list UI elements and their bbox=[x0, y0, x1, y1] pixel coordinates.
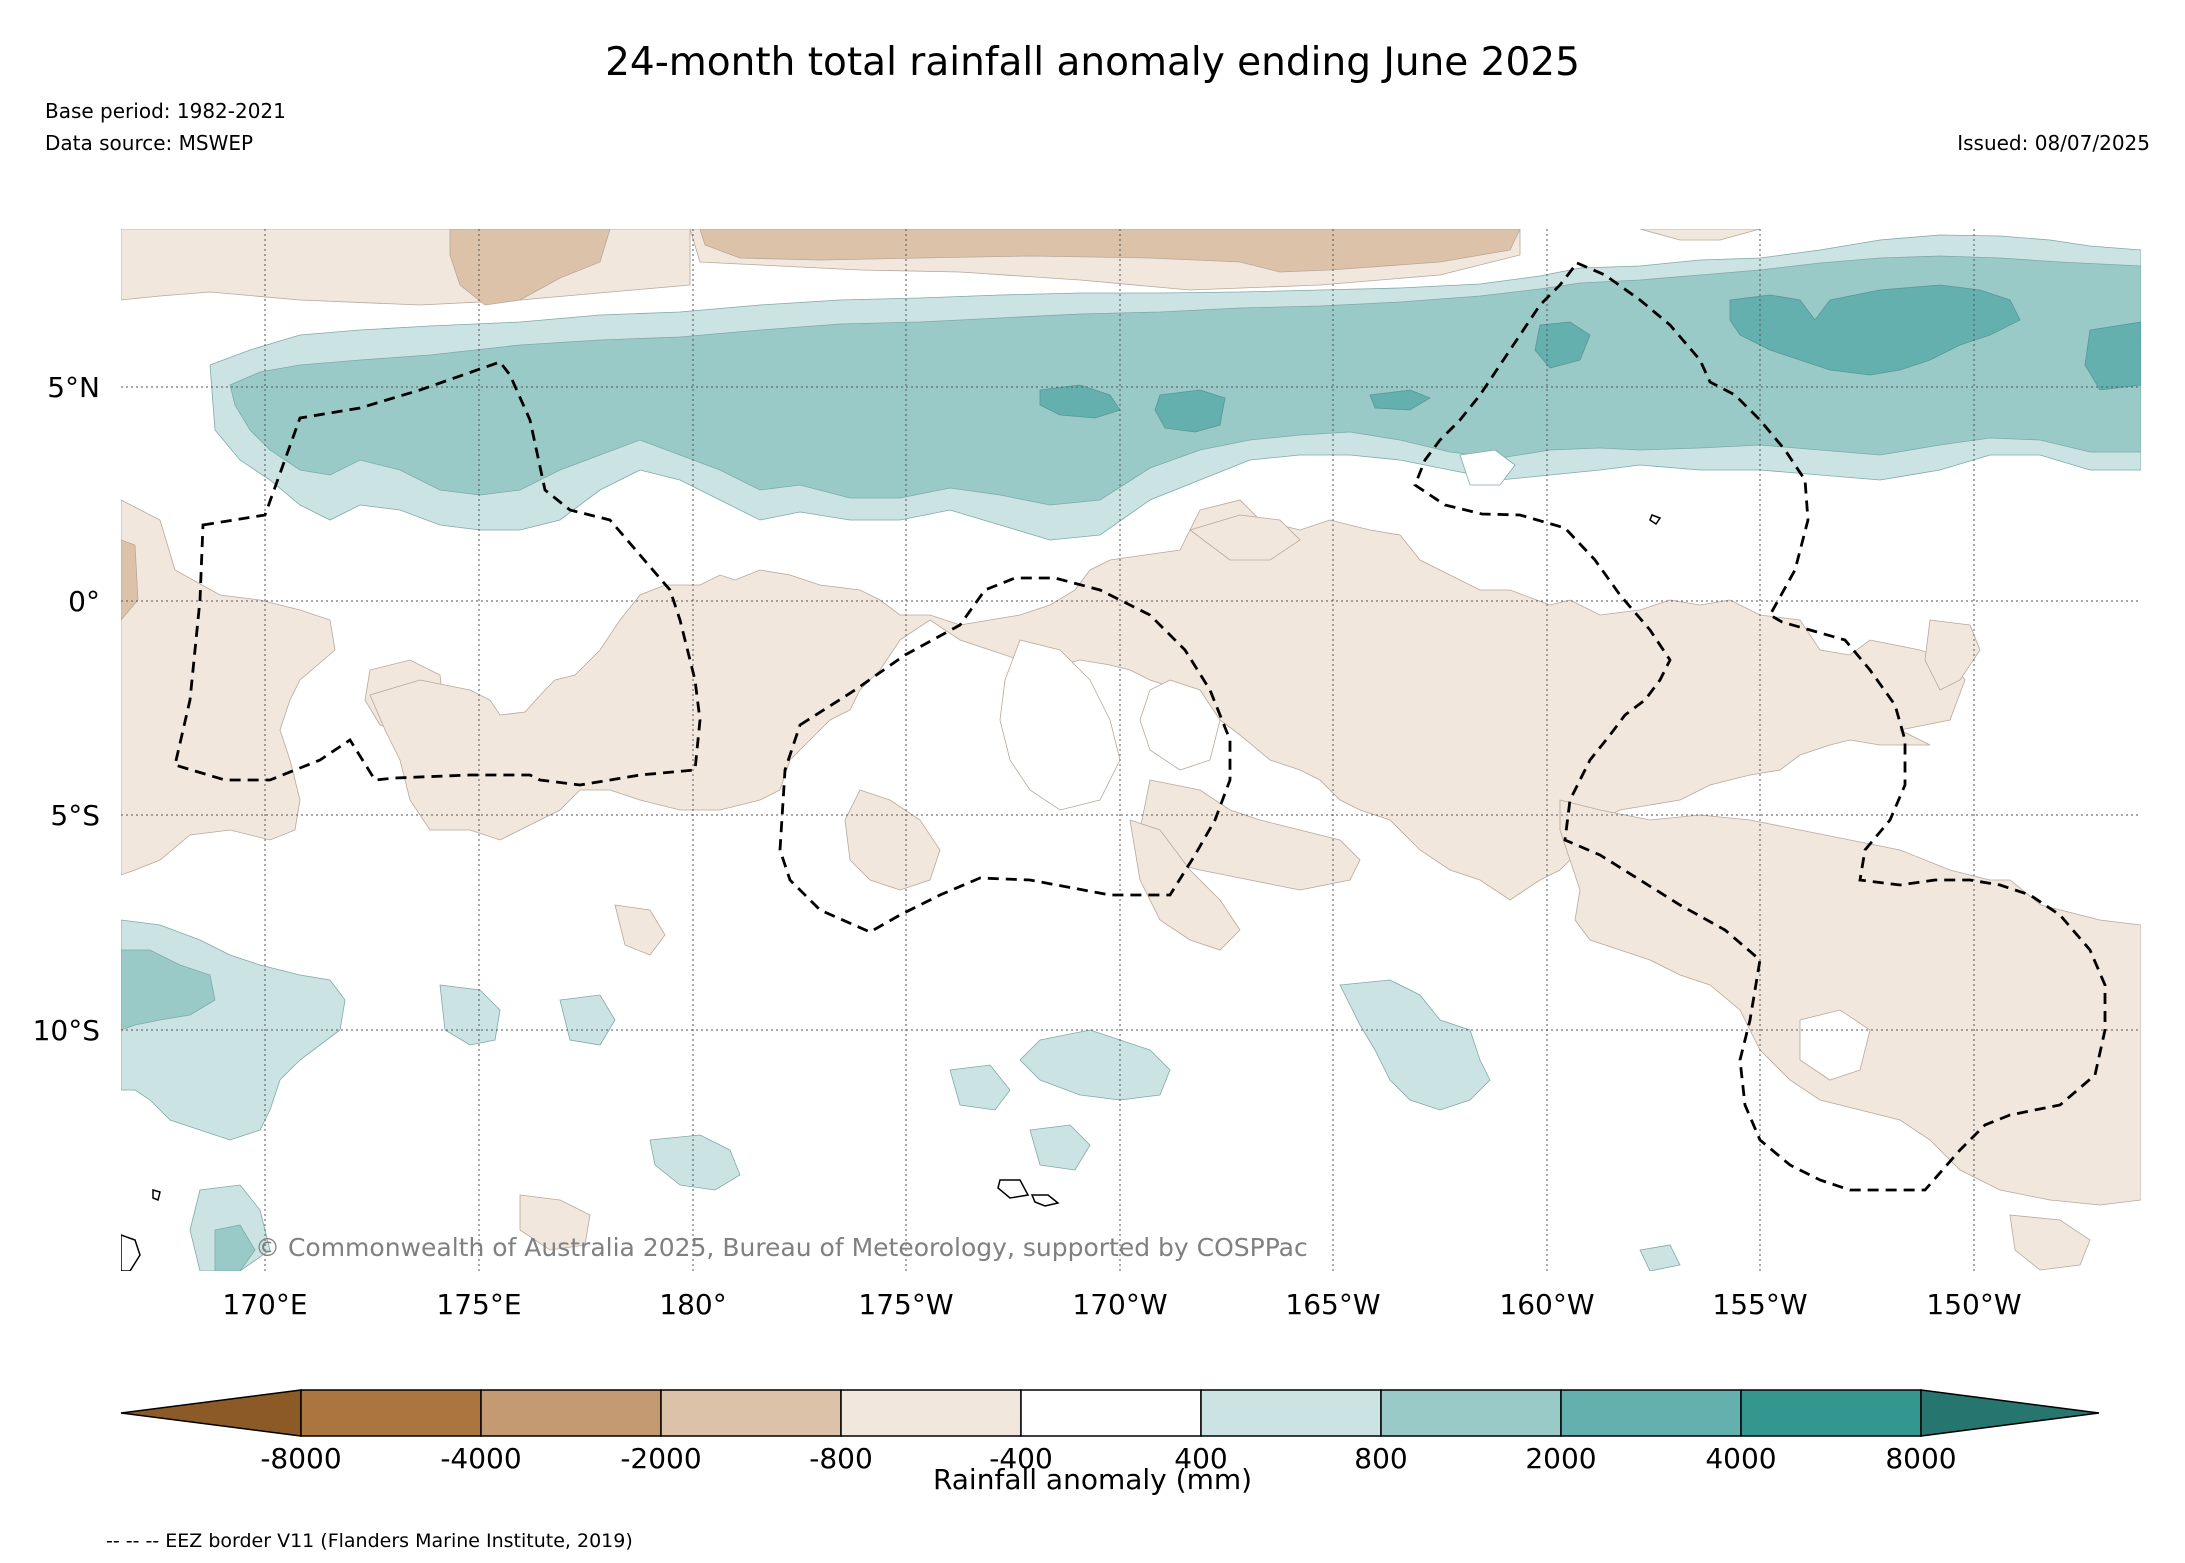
latitude-labels: 5°N 0° 5°S 10°S bbox=[33, 371, 100, 1047]
colorbar-swatch-6 bbox=[1200, 1389, 1382, 1437]
lon-label-180: 180° bbox=[659, 1288, 726, 1321]
lat-label-10s: 10°S bbox=[33, 1014, 100, 1047]
cb-tick-4: -800 bbox=[809, 1442, 873, 1475]
lon-label-175w: 175°W bbox=[858, 1288, 953, 1321]
lon-label-150w: 150°W bbox=[1926, 1288, 2021, 1321]
map-gridlines bbox=[121, 229, 2141, 1271]
colorbar-swatch-7 bbox=[1380, 1389, 1562, 1437]
lon-label-165w: 165°W bbox=[1285, 1288, 1380, 1321]
colorbar-swatch-9 bbox=[1740, 1389, 1922, 1437]
cb-tick-7: 800 bbox=[1354, 1442, 1407, 1475]
lon-label-170w: 170°W bbox=[1072, 1288, 1167, 1321]
base-period-text: Base period: 1982-2021 bbox=[45, 99, 286, 123]
issued-date-text: Issued: 08/07/2025 bbox=[1957, 131, 2150, 155]
copyright-watermark: © Commonwealth of Australia 2025, Bureau… bbox=[255, 1233, 1308, 1262]
colorbar-swatch-4 bbox=[840, 1389, 1022, 1437]
colorbar-swatch-1 bbox=[300, 1389, 482, 1437]
lon-label-160w: 160°W bbox=[1499, 1288, 1594, 1321]
eez-borders bbox=[173, 261, 2107, 1192]
lon-label-155w: 155°W bbox=[1712, 1288, 1807, 1321]
lat-label-5n: 5°N bbox=[47, 371, 100, 404]
lon-label-170e: 170°E bbox=[222, 1288, 307, 1321]
cb-tick-8: 2000 bbox=[1525, 1442, 1596, 1475]
colorbar-ticks: -8000 -4000 -2000 -800 -400 400 800 2000… bbox=[260, 1442, 1956, 1475]
eez-legend-text: -- -- -- EEZ border V11 (Flanders Marine… bbox=[106, 1530, 633, 1552]
lon-label-175e: 175°E bbox=[436, 1288, 521, 1321]
cb-tick-2: -4000 bbox=[440, 1442, 521, 1475]
data-source-text: Data source: MSWEP bbox=[45, 131, 254, 155]
cb-tick-1: -8000 bbox=[260, 1442, 341, 1475]
cb-tick-3: -2000 bbox=[620, 1442, 701, 1475]
map-panel: © Commonwealth of Australia 2025, Bureau… bbox=[121, 229, 2141, 1271]
cb-tick-10: 8000 bbox=[1885, 1442, 1956, 1475]
dry-anomaly-regions bbox=[121, 229, 2141, 1271]
colorbar-extend-high bbox=[1920, 1389, 2100, 1437]
wet-anomaly-regions bbox=[121, 234, 2141, 1271]
lat-label-0: 0° bbox=[68, 585, 100, 618]
colorbar-swatch-8 bbox=[1560, 1389, 1742, 1437]
cb-tick-6: 400 bbox=[1174, 1442, 1227, 1475]
map-title: 24-month total rainfall anomaly ending J… bbox=[605, 40, 1580, 85]
cb-tick-5: -400 bbox=[989, 1442, 1053, 1475]
colorbar-swatch-2 bbox=[480, 1389, 662, 1437]
lat-label-5s: 5°S bbox=[50, 799, 100, 832]
colorbar bbox=[120, 1389, 2100, 1437]
island-outlines bbox=[121, 514, 1662, 1271]
colorbar-swatch-3 bbox=[660, 1389, 842, 1437]
colorbar-swatch-5 bbox=[1020, 1389, 1202, 1437]
longitude-labels: 170°E 175°E 180° 175°W 170°W 165°W 160°W… bbox=[222, 1288, 2021, 1321]
cb-tick-9: 4000 bbox=[1705, 1442, 1776, 1475]
colorbar-title: Rainfall anomaly (mm) bbox=[932, 1463, 1253, 1496]
colorbar-extend-low bbox=[120, 1389, 302, 1437]
